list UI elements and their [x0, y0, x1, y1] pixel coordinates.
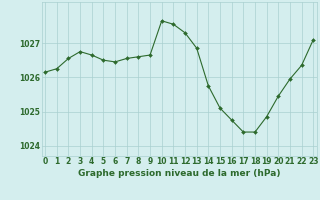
X-axis label: Graphe pression niveau de la mer (hPa): Graphe pression niveau de la mer (hPa) [78, 169, 280, 178]
